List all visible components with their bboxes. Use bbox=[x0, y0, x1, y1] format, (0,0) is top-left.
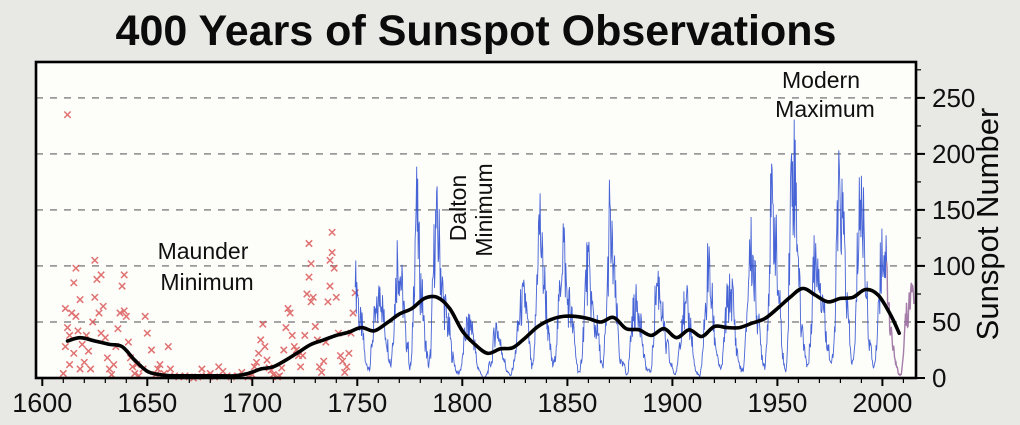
x-tick-label: 1650 bbox=[117, 388, 177, 418]
y-tick-label: 150 bbox=[932, 195, 975, 225]
annotation-modern-line1: Modern bbox=[782, 67, 860, 93]
x-tick-label: 1600 bbox=[12, 388, 72, 418]
series-purple bbox=[885, 261, 915, 377]
smoothed-trend-line bbox=[65, 286, 901, 378]
y-tick-label: 50 bbox=[932, 307, 961, 337]
series-blue bbox=[354, 119, 888, 379]
y-tick-label: 100 bbox=[932, 251, 975, 281]
x-tick-label: 1950 bbox=[747, 388, 807, 418]
y-tick-label: 0 bbox=[932, 363, 946, 393]
y-axis: 0 50 100 150 200 250 bbox=[916, 69, 975, 393]
annotation-modern-line2: Maximum bbox=[775, 96, 875, 122]
plot-frame bbox=[34, 60, 918, 380]
y-tick-label: 200 bbox=[932, 139, 975, 169]
annotation-dalton-line2: Minimum bbox=[471, 163, 497, 256]
x-tick-label: 1700 bbox=[222, 388, 282, 418]
x-tick-label: 1750 bbox=[327, 388, 387, 418]
y-axis-label: Sunspot Number bbox=[970, 108, 1005, 341]
plot-area bbox=[36, 62, 916, 378]
annotation-maunder-line2: Minimum bbox=[160, 269, 253, 295]
y-tick-label: 250 bbox=[932, 83, 975, 113]
x-tick-label: 2000 bbox=[852, 388, 912, 418]
x-tick-label: 1850 bbox=[537, 388, 597, 418]
x-axis: 1600 1650 1700 1750 1800 1850 1900 1950 2000 bbox=[12, 378, 912, 418]
chart-title: 400 Years of Sunspot Observations bbox=[116, 7, 837, 55]
annotation-maunder-line1: Maunder bbox=[158, 238, 249, 264]
gridlines bbox=[36, 97, 916, 323]
annotation-dalton-line1: Dalton bbox=[445, 175, 471, 241]
x-tick-label: 1900 bbox=[642, 388, 702, 418]
chart-generated: 1600 1650 1700 1750 1800 1850 1900 1950 2000 0 50 1… bbox=[12, 60, 975, 418]
x-tick-label: 1800 bbox=[432, 388, 492, 418]
